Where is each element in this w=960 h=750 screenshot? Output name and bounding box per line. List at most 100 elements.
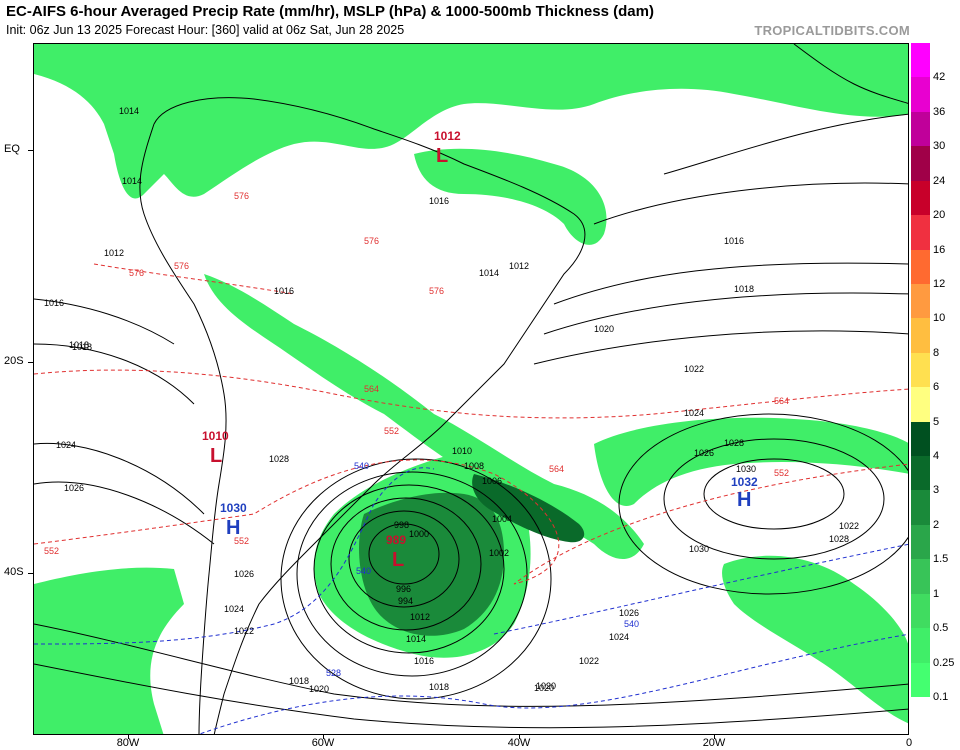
precip-scale-label: 10 <box>933 312 946 325</box>
isobar-label: 1024 <box>684 408 704 418</box>
precip-scale-label: 0.1 <box>933 691 949 703</box>
isobar-label: 1016 <box>429 196 449 206</box>
pressure-center-value: 1030 <box>220 501 247 515</box>
isobar <box>34 481 215 545</box>
precip-scale-label: 0.25 <box>933 656 955 669</box>
isobar-label: 1014 <box>119 106 139 116</box>
isobars <box>34 113 908 729</box>
isobar-label: 1024 <box>56 440 76 450</box>
thickness-label: 576 <box>129 268 144 278</box>
cyclone-isobar <box>280 458 552 700</box>
isobar-label: 1024 <box>224 604 244 614</box>
lon-tick <box>714 735 715 739</box>
isobar <box>663 113 908 175</box>
precip-scale-label: 30 <box>933 140 946 153</box>
brand-label[interactable]: TROPICALTIDBITS.COM <box>754 23 910 38</box>
isobar <box>34 623 908 707</box>
lat-label-eq: EQ <box>4 143 20 155</box>
pressure-center-letter: L <box>436 145 448 167</box>
isobar-label: 1022 <box>839 521 859 531</box>
lon-tick <box>128 735 129 739</box>
isobar <box>34 298 175 345</box>
thickness-labels: 576 576 576 576 576 564 564 552 552 552 540 540 528 5… <box>44 191 789 678</box>
isobar-label: 1026 <box>619 608 639 618</box>
precip-scale-label: 8 <box>933 346 940 359</box>
thickness-label: 552 <box>384 426 399 436</box>
thickness-564 <box>34 369 908 419</box>
isobar-label: 1016 <box>274 286 294 296</box>
isobar-label: 1018 <box>72 342 92 352</box>
thickness-label: 552 <box>234 536 249 546</box>
pressure-center-value: 1012 <box>434 129 461 143</box>
isobar-label: 1028 <box>829 534 849 544</box>
weather-map[interactable]: 1012 L 1010 L 1030 H 989 L 1032 H 1014 10… <box>33 43 909 735</box>
lon-label-0: 0 <box>905 737 913 749</box>
precip-scale-label: 1 <box>933 587 940 600</box>
isobar-label: 1028 <box>269 454 289 464</box>
high-isobar <box>703 458 845 530</box>
lat-label-40s: 40S <box>4 566 24 578</box>
pressure-center-letter: H <box>226 517 240 539</box>
isobar <box>533 330 908 365</box>
pressure-center-letter: H <box>737 489 751 511</box>
precip-scale-swatch <box>911 249 930 285</box>
isobar-label: 996 <box>396 584 411 594</box>
precip-scale-label: 12 <box>933 277 946 290</box>
high-isobar <box>663 438 885 560</box>
precip-scale-swatch <box>911 318 930 354</box>
isobar <box>34 442 205 515</box>
cyclone-isobar <box>368 523 440 585</box>
precip-scale-swatch <box>911 180 930 216</box>
thickness-label: 564 <box>774 396 789 406</box>
cyclone-isobar <box>296 471 528 677</box>
thickness-label: 540 <box>356 566 371 576</box>
lat-tick <box>28 362 33 363</box>
precip-scale-swatch <box>911 43 930 78</box>
thickness-label: 564 <box>549 464 564 474</box>
precip-scale-label: 36 <box>933 105 946 118</box>
precip-scale-swatch <box>911 77 930 113</box>
precip-scale-swatch <box>911 490 930 526</box>
precip-scale-label: 1.5 <box>933 553 949 566</box>
precip-south-east <box>722 555 908 724</box>
precip-scale-label: 24 <box>933 174 946 187</box>
lon-label-60w: 60W <box>311 737 335 749</box>
isobar-label: 1020 <box>309 684 329 694</box>
isobar-label: 1020 <box>536 681 556 691</box>
precip-dark-core <box>359 492 504 636</box>
lon-label-40w: 40W <box>507 737 531 749</box>
lat-label-20s: 20S <box>4 355 24 367</box>
precip-scale-swatch <box>911 283 930 319</box>
isobar-label: 1016 <box>724 236 744 246</box>
isobar-label: 1026 <box>64 483 84 493</box>
precip-scale-label: 5 <box>933 415 940 428</box>
precip-north-coast <box>414 148 607 245</box>
cyclone-isobar <box>348 510 460 608</box>
thickness-label: 576 <box>174 261 189 271</box>
precip-scale-swatch <box>911 146 930 182</box>
isobar-label: 1030 <box>736 464 756 474</box>
isobar-label: 1020 <box>534 683 554 693</box>
precip-scale-swatch <box>911 559 930 595</box>
isobar-label: 1010 <box>452 446 472 456</box>
lon-label-80w: 80W <box>116 737 140 749</box>
pressure-center-letter: L <box>210 445 222 467</box>
precip-south-west <box>34 567 184 734</box>
isobar-label: 1016 <box>414 656 434 666</box>
precip-scale-swatch <box>911 524 930 560</box>
thickness-label: 576 <box>429 286 444 296</box>
pressure-center-letter: L <box>392 549 404 571</box>
precip-scale-label: 42 <box>933 71 946 84</box>
isobar-labels: 1014101210141016101810161018102010221024… <box>44 106 859 694</box>
precip-shading <box>34 44 908 734</box>
thickness-label: 576 <box>364 236 379 246</box>
precip-scale-label: 6 <box>933 381 940 394</box>
precip-atlantic-front <box>594 417 908 506</box>
isobar-label: 1016 <box>44 298 64 308</box>
precip-scale-swatch <box>911 628 930 664</box>
africa-coast <box>793 44 908 104</box>
precip-scale-swatch <box>911 662 930 698</box>
isobar <box>34 663 908 729</box>
precip-scale-swatch <box>911 352 930 388</box>
pressure-center-value: 1032 <box>731 475 758 489</box>
